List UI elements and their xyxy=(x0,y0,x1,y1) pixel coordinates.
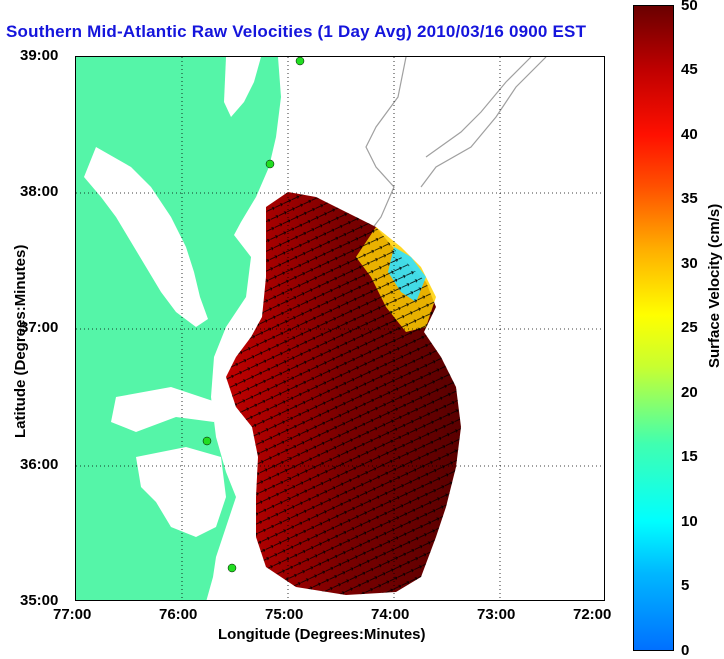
chesapeake-bay xyxy=(84,147,208,327)
x-tick-label: 76:00 xyxy=(159,606,198,623)
colorbar-tick-label: 20 xyxy=(681,384,698,401)
colorbar-tick-label: 50 xyxy=(681,0,698,14)
colorbar-title: Surface Velocity (cm/s) xyxy=(706,203,723,368)
map-plot-area[interactable] xyxy=(75,56,605,601)
colorbar-tick-label: 40 xyxy=(681,126,698,143)
colorbar-tick-label: 30 xyxy=(681,255,698,272)
albemarle-sound xyxy=(111,387,216,432)
y-axis-label: Latitude (Degrees:Minutes) xyxy=(12,244,29,438)
radar-station-marker xyxy=(295,57,305,66)
colorbar-tick-label: 45 xyxy=(681,61,698,78)
y-tick-label: 35:00 xyxy=(20,592,59,609)
colorbar-tick-label: 5 xyxy=(681,577,690,594)
colorbar-tick-label: 0 xyxy=(681,642,690,659)
colorbar xyxy=(633,5,674,651)
y-tick-label: 38:00 xyxy=(20,183,59,200)
y-tick-label: 39:00 xyxy=(20,47,59,64)
delaware-bay xyxy=(224,57,261,117)
y-tick-label: 37:00 xyxy=(20,319,59,336)
colorbar-tick-label: 15 xyxy=(681,448,698,465)
x-tick-label: 75:00 xyxy=(265,606,304,623)
colorbar-tick-label: 35 xyxy=(681,190,698,207)
velocity-vectors xyxy=(226,192,461,595)
x-tick-label: 77:00 xyxy=(53,606,92,623)
bathymetry-contour xyxy=(420,57,547,188)
map-title: Southern Mid-Atlantic Raw Velocities (1 … xyxy=(6,22,587,41)
bathymetry-contour xyxy=(365,57,407,238)
radar-station-marker xyxy=(202,436,212,446)
radar-station-marker xyxy=(265,159,275,169)
colorbar-tick-label: 25 xyxy=(681,319,698,336)
x-axis-label: Longitude (Degrees:Minutes) xyxy=(218,626,426,643)
x-tick-label: 72:00 xyxy=(573,606,612,623)
pamlico-sound xyxy=(136,447,226,537)
x-tick-label: 74:00 xyxy=(371,606,410,623)
map-canvas xyxy=(76,57,604,600)
y-tick-label: 36:00 xyxy=(20,456,59,473)
radar-station-marker xyxy=(227,563,237,573)
colorbar-tick-label: 10 xyxy=(681,513,698,530)
x-tick-label: 73:00 xyxy=(477,606,516,623)
bathymetry-contour xyxy=(425,57,532,158)
lat-lon-grid xyxy=(76,57,604,600)
